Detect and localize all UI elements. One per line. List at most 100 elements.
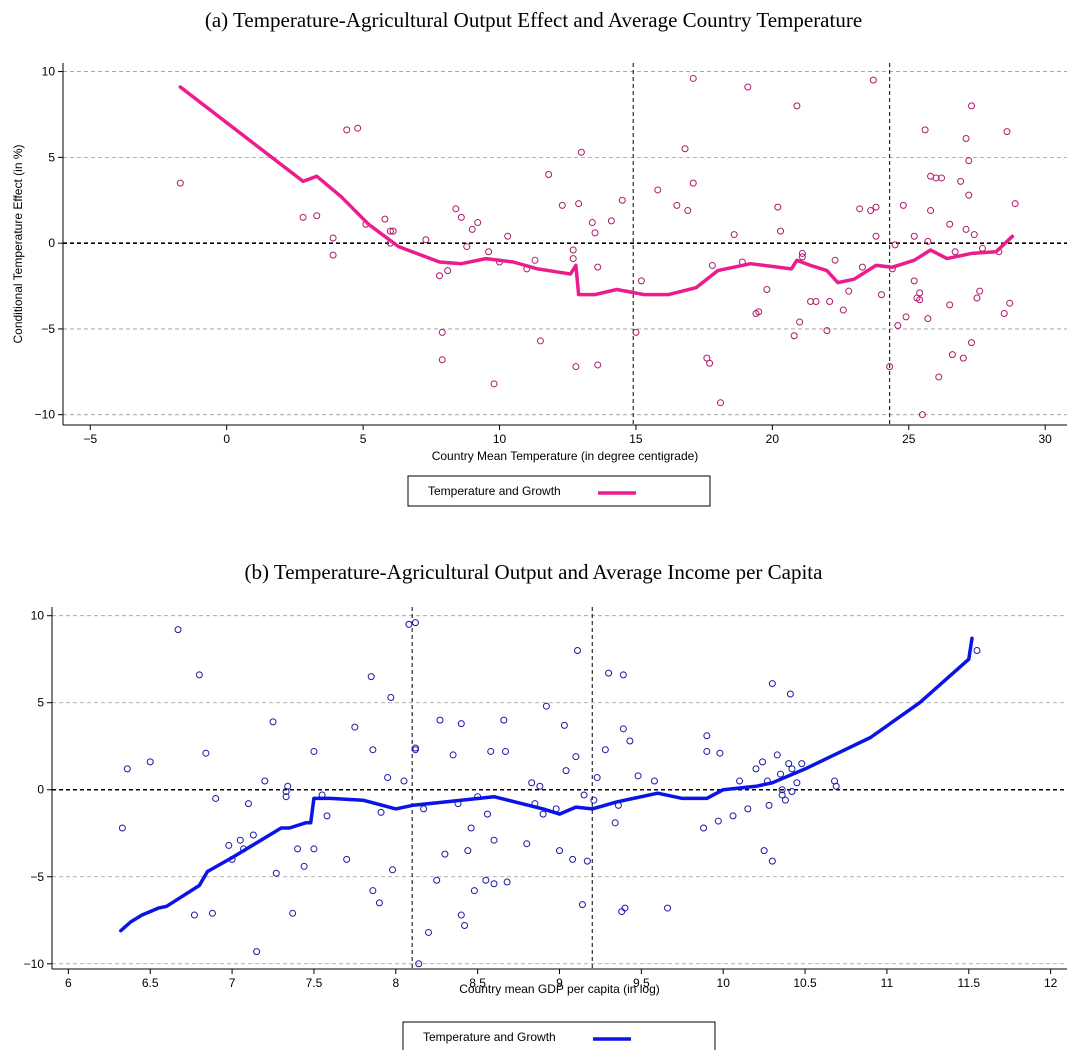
scatter-point	[249, 831, 257, 839]
scatter-point	[523, 840, 531, 848]
scatter-point	[959, 354, 967, 362]
scatter-point	[174, 626, 182, 634]
scatter-point	[729, 812, 737, 820]
x-tick-label: 9	[556, 976, 563, 990]
scatter-point	[1003, 128, 1011, 136]
x-axis-label: Country Mean Temperature (in degree cent…	[432, 449, 699, 463]
scatter-point	[619, 671, 627, 679]
scatter-point	[637, 277, 645, 285]
panel-b-title: (b) Temperature-Agricultural Output and …	[244, 560, 823, 584]
scatter-point	[405, 620, 413, 628]
scatter-point	[916, 296, 924, 304]
scatter-point	[483, 810, 491, 818]
scatter-point	[438, 356, 446, 364]
scatter-point	[826, 297, 834, 305]
scatter-point	[387, 694, 395, 701]
scatter-point	[832, 782, 840, 790]
scatter-point	[577, 148, 585, 156]
scatter-point	[910, 232, 918, 240]
scatter-point	[470, 887, 478, 895]
scatter-point	[208, 909, 216, 917]
x-tick-label: 20	[766, 432, 780, 446]
scatter-point	[441, 850, 449, 858]
scatter-point	[951, 248, 959, 256]
scatter-point	[965, 191, 973, 199]
x-tick-label: 10.5	[793, 976, 817, 990]
x-tick-label: 30	[1038, 432, 1052, 446]
scatter-point	[786, 690, 794, 698]
scatter-point	[924, 237, 932, 245]
y-tick-label: 0	[37, 783, 44, 797]
scatter-point	[807, 297, 815, 305]
scatter-point	[790, 332, 798, 340]
scatter-point	[831, 256, 839, 264]
scatter-point	[583, 857, 591, 865]
scatter-point	[593, 774, 601, 782]
scatter-point	[575, 200, 583, 208]
legend-label: Temperature and Growth	[428, 484, 561, 498]
scatter-point	[760, 847, 768, 855]
panel-a-title: (a) Temperature-Agricultural Output Effe…	[204, 8, 863, 32]
scatter-point	[482, 876, 490, 884]
scatter-point	[1011, 200, 1019, 208]
scatter-point	[503, 878, 511, 886]
scatter-point	[461, 921, 469, 929]
scatter-point	[717, 399, 725, 407]
scatter-point	[415, 960, 423, 968]
scatter-point	[536, 782, 544, 790]
scatter-point	[588, 219, 596, 227]
scatter-point	[706, 359, 714, 367]
scatter-point	[957, 177, 965, 185]
scatter-point	[531, 256, 539, 264]
scatter-point	[968, 339, 976, 347]
scatter-point	[891, 241, 899, 249]
scatter-point	[569, 255, 577, 263]
scatter-point	[781, 796, 789, 804]
scatter-point	[244, 800, 252, 808]
scatter-point	[369, 746, 377, 754]
y-tick-label: −5	[41, 322, 55, 336]
scatter-point	[594, 361, 602, 369]
scatter-point	[918, 411, 926, 419]
scatter-point	[176, 179, 184, 187]
scatter-point	[351, 723, 359, 731]
scatter-point	[123, 765, 131, 773]
scatter-point	[464, 847, 472, 855]
scatter-point	[590, 796, 598, 804]
scatter-point	[976, 287, 984, 295]
scatter-point	[703, 747, 711, 755]
scatter-point	[768, 680, 776, 688]
scatter-point	[773, 751, 781, 759]
scatter-point	[490, 880, 498, 888]
scatter-point	[284, 782, 292, 790]
scatter-point	[474, 219, 482, 227]
scatter-point	[877, 291, 885, 299]
x-tick-label: 9.5	[633, 976, 650, 990]
scatter-point	[504, 232, 512, 240]
scatter-point	[411, 746, 419, 754]
scatter-point	[375, 899, 383, 907]
scatter-point	[752, 765, 760, 773]
scatter-point	[452, 205, 460, 213]
scatter-point	[788, 787, 796, 795]
scatter-point	[788, 765, 796, 773]
scatter-point	[299, 213, 307, 221]
scatter-point	[560, 721, 568, 729]
scatter-point	[569, 246, 577, 254]
y-tick-label: 10	[42, 65, 56, 79]
scatter-point	[872, 232, 880, 240]
scatter-point	[490, 836, 498, 844]
scatter-point	[282, 793, 290, 801]
scatter-point	[778, 786, 786, 794]
scatter-point	[569, 855, 577, 863]
scatter-point	[618, 908, 626, 916]
scatter-point	[261, 777, 269, 785]
scatter-point	[626, 737, 634, 745]
scatter-point	[343, 855, 351, 863]
scatter-point	[867, 207, 875, 215]
y-tick-label: −10	[35, 408, 56, 422]
scatter-point	[558, 201, 566, 209]
chart-panel-b: −10 −5 0 5 10 6 6.5 7 7.5 8 8.5 9 9.5 10 10.5 11 11.5 12 C…	[24, 607, 1067, 1050]
scatter-point	[463, 243, 471, 251]
x-axis-label: Country mean GDP per capita (in log)	[459, 982, 660, 996]
